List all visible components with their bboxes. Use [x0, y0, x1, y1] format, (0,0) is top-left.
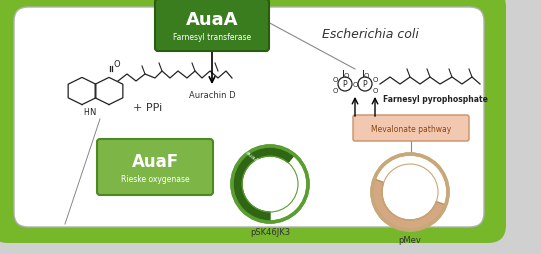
Text: AuaF: AuaF [131, 152, 179, 170]
Text: Aurachin D: Aurachin D [189, 91, 235, 100]
Text: O: O [113, 60, 120, 69]
Wedge shape [372, 179, 446, 230]
Circle shape [232, 146, 308, 222]
FancyBboxPatch shape [97, 139, 213, 195]
Text: pMev: pMev [399, 235, 421, 245]
Text: Mevalonate pathway: Mevalonate pathway [371, 125, 451, 134]
FancyBboxPatch shape [155, 0, 269, 52]
Text: O: O [372, 77, 378, 83]
Text: Rieske oxygenase: Rieske oxygenase [121, 175, 189, 184]
Text: Farnesyl transferase: Farnesyl transferase [173, 33, 251, 42]
Circle shape [358, 78, 372, 92]
Text: auaA: auaA [245, 149, 260, 163]
Wedge shape [232, 146, 294, 222]
Text: + PPi: + PPi [134, 103, 163, 113]
Text: N: N [89, 108, 95, 117]
Text: O: O [364, 73, 368, 79]
Circle shape [242, 156, 298, 212]
Text: Farnesyl pyrophosphate: Farnesyl pyrophosphate [382, 95, 487, 104]
Text: H: H [83, 108, 89, 117]
Text: O: O [332, 77, 338, 83]
FancyBboxPatch shape [353, 116, 469, 141]
FancyBboxPatch shape [0, 0, 506, 243]
Text: O: O [344, 73, 349, 79]
Circle shape [372, 154, 448, 230]
Text: P: P [342, 80, 347, 89]
FancyBboxPatch shape [14, 8, 484, 227]
Text: AuaA: AuaA [186, 11, 238, 29]
Text: O: O [352, 82, 358, 88]
Text: O: O [332, 88, 338, 94]
Text: pSK46JK3: pSK46JK3 [250, 228, 290, 236]
Text: Escherichia coli: Escherichia coli [321, 28, 418, 41]
Circle shape [338, 78, 352, 92]
Text: P: P [362, 80, 367, 89]
Text: O: O [372, 88, 378, 94]
